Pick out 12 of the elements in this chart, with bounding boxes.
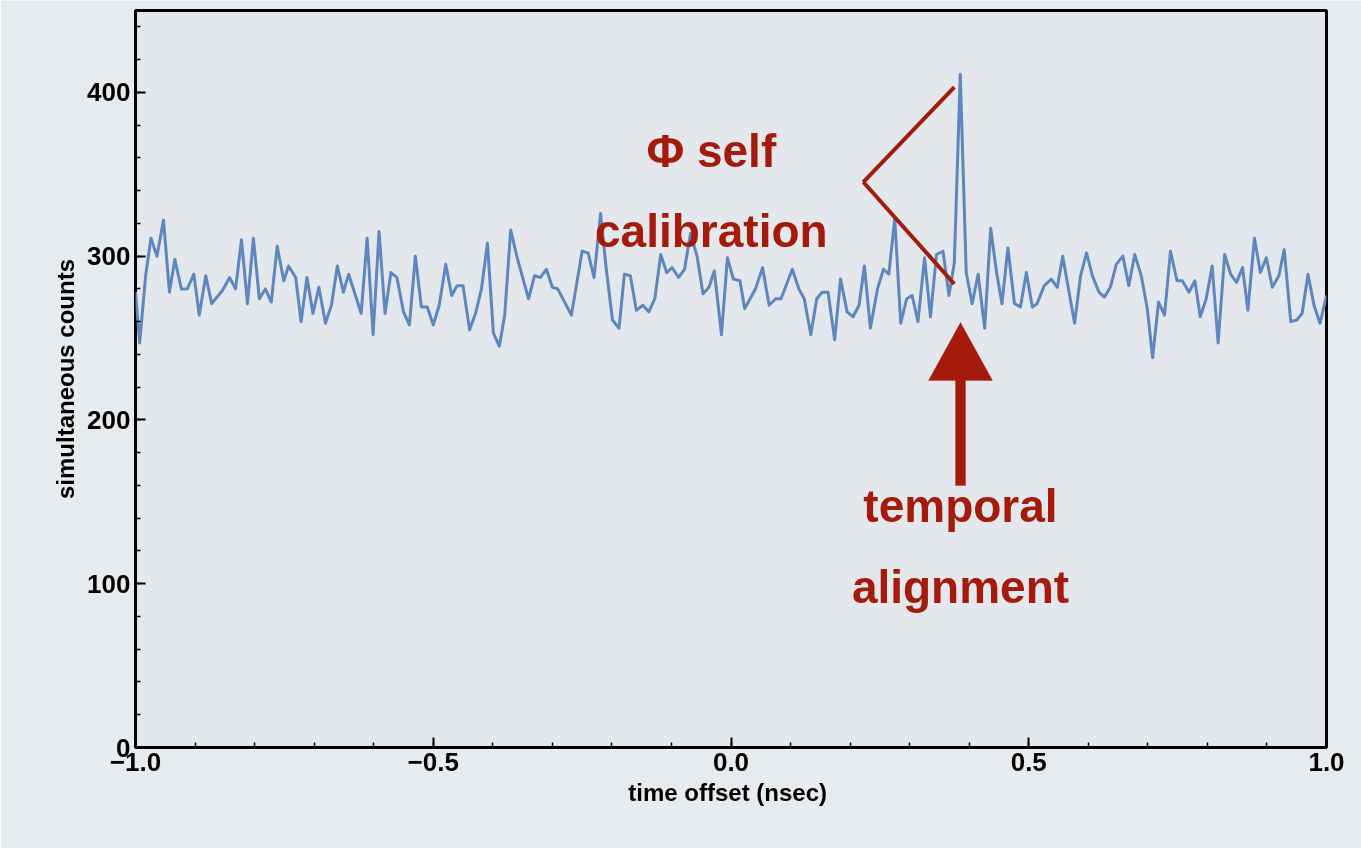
line-series [135,72,1327,360]
y-tick-label: 400 [87,77,131,108]
y-tick-label: 200 [87,404,131,435]
x-tick-label: 0.0 [712,746,750,777]
y-tick-label: 100 [87,568,131,599]
y-axis-title: simultaneous counts [52,258,80,500]
x-tick-label: 1.0 [1308,746,1345,777]
x-tick-label: −0.5 [407,746,459,777]
annotation: temporal alignment [851,480,1070,613]
y-tick-label: 300 [87,241,131,272]
x-tick-label: 0.5 [1010,746,1047,777]
x-axis-title: time offset (nsec) [628,778,828,806]
